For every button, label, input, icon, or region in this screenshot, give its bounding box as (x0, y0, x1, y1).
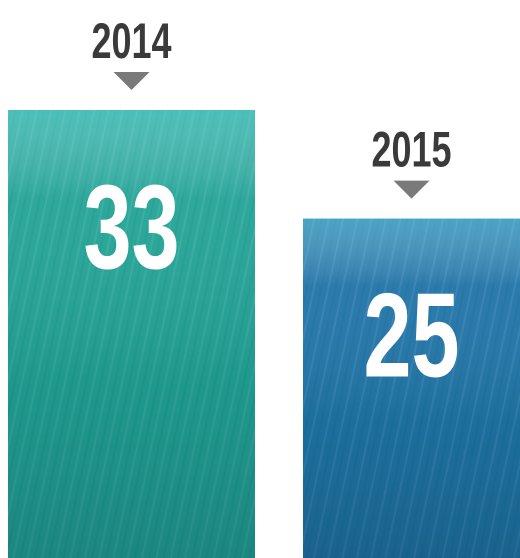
plot-area: 33 2014 25 2015 (8, 14, 520, 558)
bar-group: 25 2015 (303, 123, 520, 558)
category-label: 2015 (371, 123, 451, 178)
value-label: 33 (83, 160, 179, 294)
pointer-triangle (394, 181, 430, 199)
bar-group: 33 2014 (8, 14, 255, 558)
page: 332014252015 (() => { const data = JSON.… (0, 0, 520, 558)
pointer-triangle (114, 72, 150, 90)
category-label: 2014 (91, 14, 171, 69)
value-label: 25 (363, 269, 459, 403)
chart: 33 2014 25 2015 (0, 0, 520, 558)
